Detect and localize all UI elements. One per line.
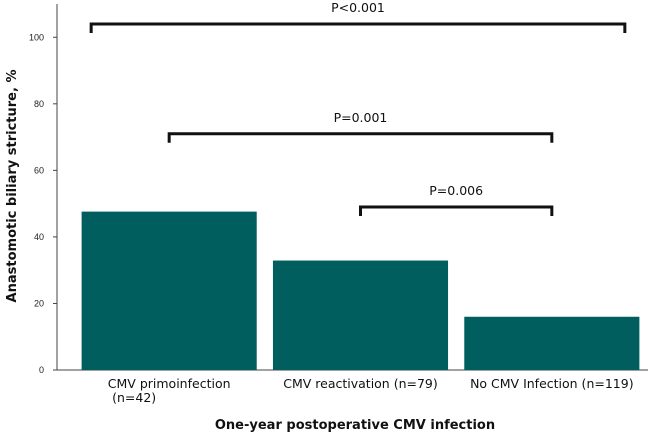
significance-brackets: P<0.001 P=0.001 P=0.006	[89, 0, 627, 216]
bracket-line	[359, 205, 554, 216]
category-labels: CMV primoinfection (n=42) CMV reactivation…	[108, 376, 634, 405]
y-tick-label: 100	[29, 32, 44, 42]
bracket-line	[167, 132, 554, 143]
x-axis-title: One-year postoperative CMV infection	[215, 418, 495, 433]
p-value-label: P<0.001	[331, 0, 385, 15]
x-tick-label: No CMV Infection (n=119)	[470, 376, 634, 391]
bar	[272, 260, 449, 370]
bracket-line	[89, 22, 627, 33]
significance-bracket: P=0.006	[359, 183, 554, 216]
bar	[81, 211, 257, 370]
bars	[81, 211, 640, 370]
y-tick-label: 60	[34, 165, 44, 175]
bar	[464, 316, 640, 370]
significance-bracket: P=0.001	[167, 110, 554, 143]
p-value-label: P=0.006	[429, 183, 483, 198]
x-tick-label: CMV primoinfection (n=42)	[108, 376, 231, 405]
y-ticks: 0 20 40 60 80 100	[29, 32, 57, 375]
y-tick-label: 20	[34, 298, 44, 308]
y-tick-label: 0	[39, 365, 44, 375]
y-axis-title: Anastomotic biliary stricture, %	[5, 70, 20, 303]
y-tick-label: 40	[34, 232, 44, 242]
x-tick-label: CMV reactivation (n=79)	[283, 376, 438, 391]
p-value-label: P=0.001	[334, 110, 388, 125]
y-tick-label: 80	[34, 99, 44, 109]
significance-bracket: P<0.001	[89, 0, 627, 33]
